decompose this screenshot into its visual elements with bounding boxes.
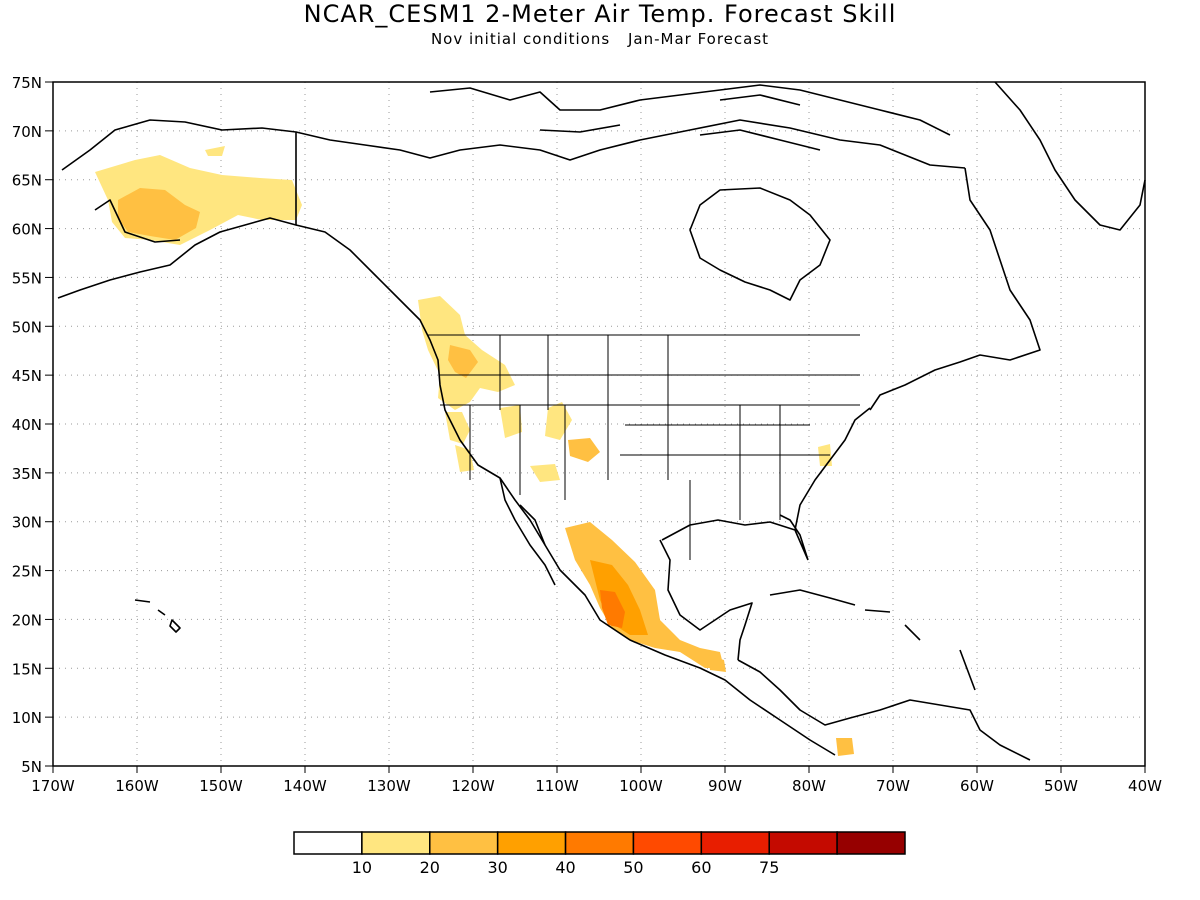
skill-region-pacific-northwest <box>418 296 515 410</box>
colorbar-swatch <box>429 831 499 855</box>
lon-label: 140W <box>283 777 327 795</box>
page-title: NCAR_CESM1 2-Meter Air Temp. Forecast Sk… <box>303 0 897 28</box>
colorbar-swatch <box>564 831 635 855</box>
lat-label: 75N <box>12 74 42 92</box>
lon-label: 40W <box>1128 777 1162 795</box>
colorbar-label: 10 <box>352 858 372 877</box>
coastline-hawaii <box>134 599 181 633</box>
skill-region-virginia <box>818 444 832 466</box>
colorbar-label: 75 <box>759 858 779 877</box>
lat-label: 30N <box>12 514 42 532</box>
skill-region-guatemala <box>708 655 726 672</box>
lat-label: 65N <box>12 172 42 190</box>
skill-region-mexico-mid <box>590 560 648 635</box>
lat-label: 15N <box>12 660 42 678</box>
skill-region-california <box>445 412 470 444</box>
colorbar-swatch <box>632 831 703 855</box>
lon-label: 130W <box>367 777 411 795</box>
lon-label: 100W <box>619 777 663 795</box>
lat-label: 5N <box>21 758 42 776</box>
lon-label: 90W <box>708 777 742 795</box>
coastline-hudson-bay <box>689 187 831 301</box>
coastline-alaska <box>57 119 297 299</box>
colorbar-label: 60 <box>691 858 711 877</box>
skill-region-utah <box>545 402 572 440</box>
coastline-arctic-islands <box>429 84 951 151</box>
colorbar-swatch <box>768 831 838 855</box>
lon-label: 80W <box>792 777 826 795</box>
lon-label: 70W <box>876 777 910 795</box>
lon-label: 110W <box>535 777 579 795</box>
coastline-pacific <box>295 224 836 756</box>
coastline-caribbean <box>769 589 976 691</box>
skill-region-alaska <box>95 155 302 245</box>
lat-label: 60N <box>12 221 42 239</box>
skill-region-arizona <box>530 464 560 482</box>
lat-label: 25N <box>12 563 42 581</box>
page-subtitle: Nov initial conditions Jan-Mar Forecast <box>0 30 1200 48</box>
coastline-baja <box>499 477 556 586</box>
grid-lines <box>53 82 1145 766</box>
state-borders <box>295 132 860 560</box>
coastline-canada-arctic <box>295 119 966 169</box>
colorbar-swatch <box>700 831 770 855</box>
colorbar-legend: 10 20 30 40 50 60 75 <box>293 831 906 877</box>
skill-region-oregon <box>448 345 478 378</box>
lon-label: 150W <box>199 777 243 795</box>
lat-label: 10N <box>12 709 42 727</box>
coastline-greenland <box>994 81 1146 231</box>
lat-label: 20N <box>12 611 42 629</box>
coastline-atlantic-us <box>794 407 871 531</box>
subtitle-forecast-period: Jan-Mar Forecast <box>627 30 770 48</box>
skill-region-sw-cal <box>455 445 474 472</box>
colorbar-label: 40 <box>555 858 575 877</box>
colorbar-swatch <box>836 831 906 855</box>
skill-region-nevada <box>500 405 522 438</box>
lat-label: 35N <box>12 465 42 483</box>
lon-label: 50W <box>1044 777 1078 795</box>
colorbar-swatch <box>361 831 431 855</box>
map-frame <box>52 81 1146 767</box>
skill-region-alaska-north <box>205 146 225 156</box>
colorbar-label: 50 <box>623 858 643 877</box>
skill-region-alaska-strong <box>118 188 200 240</box>
lon-label: 160W <box>115 777 159 795</box>
coastline-atlantic-canada <box>869 167 1041 411</box>
lon-label: 120W <box>451 777 495 795</box>
subtitle-initial-conditions: Nov initial conditions <box>430 30 611 48</box>
lat-label: 40N <box>12 416 42 434</box>
lat-label: 45N <box>12 367 42 385</box>
longitude-labels: 170W 160W 150W 140W 130W 120W 110W 100W 90W 80W 70… <box>31 766 1162 795</box>
lon-label: 60W <box>960 777 994 795</box>
colorbar-swatch <box>293 831 363 855</box>
coastlines <box>57 81 1146 761</box>
lon-label: 170W <box>31 777 75 795</box>
coastline-central-america <box>737 659 1031 761</box>
skill-region-mexico-core <box>600 590 625 628</box>
latitude-labels: 75N 70N 65N 60N 55N 50N 45N 40N 35N 30N 25N 20N 15N 1… <box>12 74 53 776</box>
skill-shading <box>95 146 854 756</box>
lat-label: 55N <box>12 269 42 287</box>
lat-label: 70N <box>12 123 42 141</box>
colorbar-swatch <box>496 831 567 855</box>
skill-region-mexico <box>565 522 724 668</box>
skill-region-colorado <box>568 438 600 462</box>
lat-label: 50N <box>12 318 42 336</box>
colorbar-label: 30 <box>487 858 507 877</box>
colorbar-label: 20 <box>420 858 440 877</box>
coastline-gulf <box>659 514 809 661</box>
skill-region-colombia <box>836 738 854 756</box>
